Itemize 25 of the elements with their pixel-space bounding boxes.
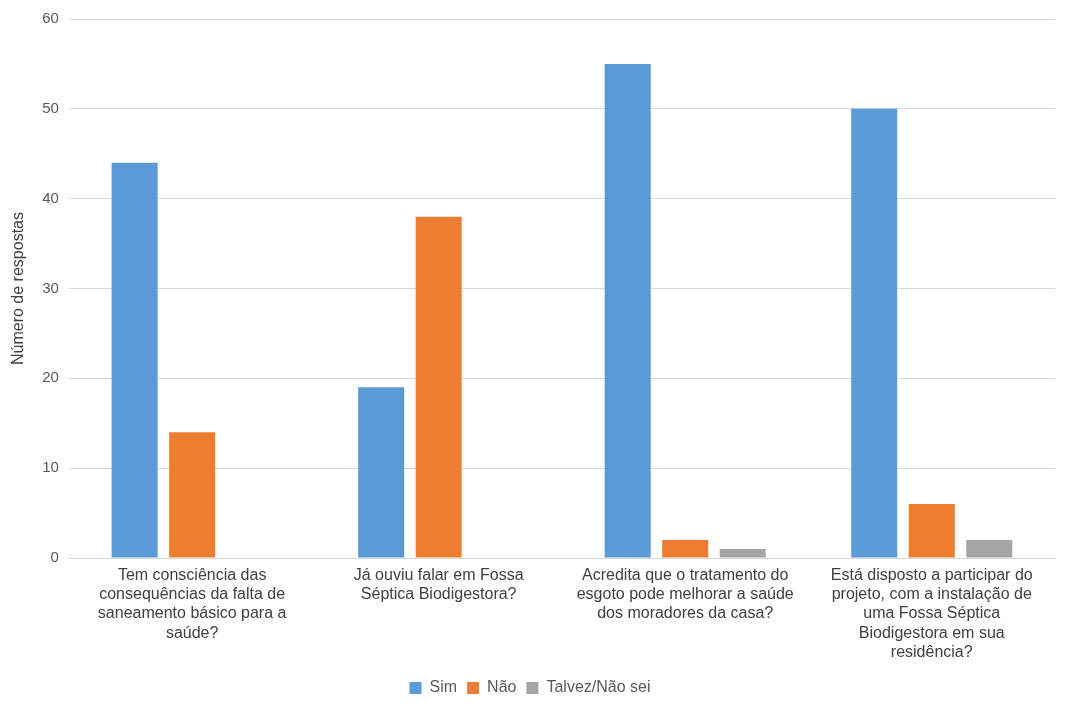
bar <box>169 432 216 558</box>
bar <box>111 162 158 558</box>
y-tick-label: 50 <box>42 98 59 116</box>
bar <box>662 540 709 558</box>
y-tick-label: 40 <box>42 188 59 206</box>
legend-label: Talvez/Não sei <box>546 678 651 696</box>
y-tick-label: 60 <box>42 9 59 27</box>
x-tick-label: Acredita que o tratamento do esgoto pode melhorar a saúde dos moradores da casa? <box>576 566 794 622</box>
x-tick-label: Está disposto a participar do projeto, com a instalação de uma Fossa Séptica Biodigestora em sua residência? <box>830 566 1033 660</box>
x-tick-label: Tem consciência das consequências da falta de saneamento básico para a saúde? <box>97 566 287 641</box>
bar <box>908 504 955 558</box>
y-tick-label: 10 <box>42 458 59 476</box>
bar <box>358 387 405 558</box>
bar <box>966 540 1013 558</box>
bar <box>851 108 898 558</box>
y-tick-label: 0 <box>50 548 59 566</box>
y-tick-label: 30 <box>42 278 59 296</box>
legend-label: Não <box>487 678 517 696</box>
legend-label: Sim <box>429 678 458 696</box>
bar <box>415 216 462 558</box>
bar <box>719 549 766 558</box>
x-tick-label: Já ouviu falar em Fossa Séptica Biodigestora? <box>353 566 524 603</box>
y-axis-title: Número de respostas <box>9 212 27 365</box>
bar <box>604 63 651 558</box>
y-tick-label: 20 <box>42 368 59 386</box>
